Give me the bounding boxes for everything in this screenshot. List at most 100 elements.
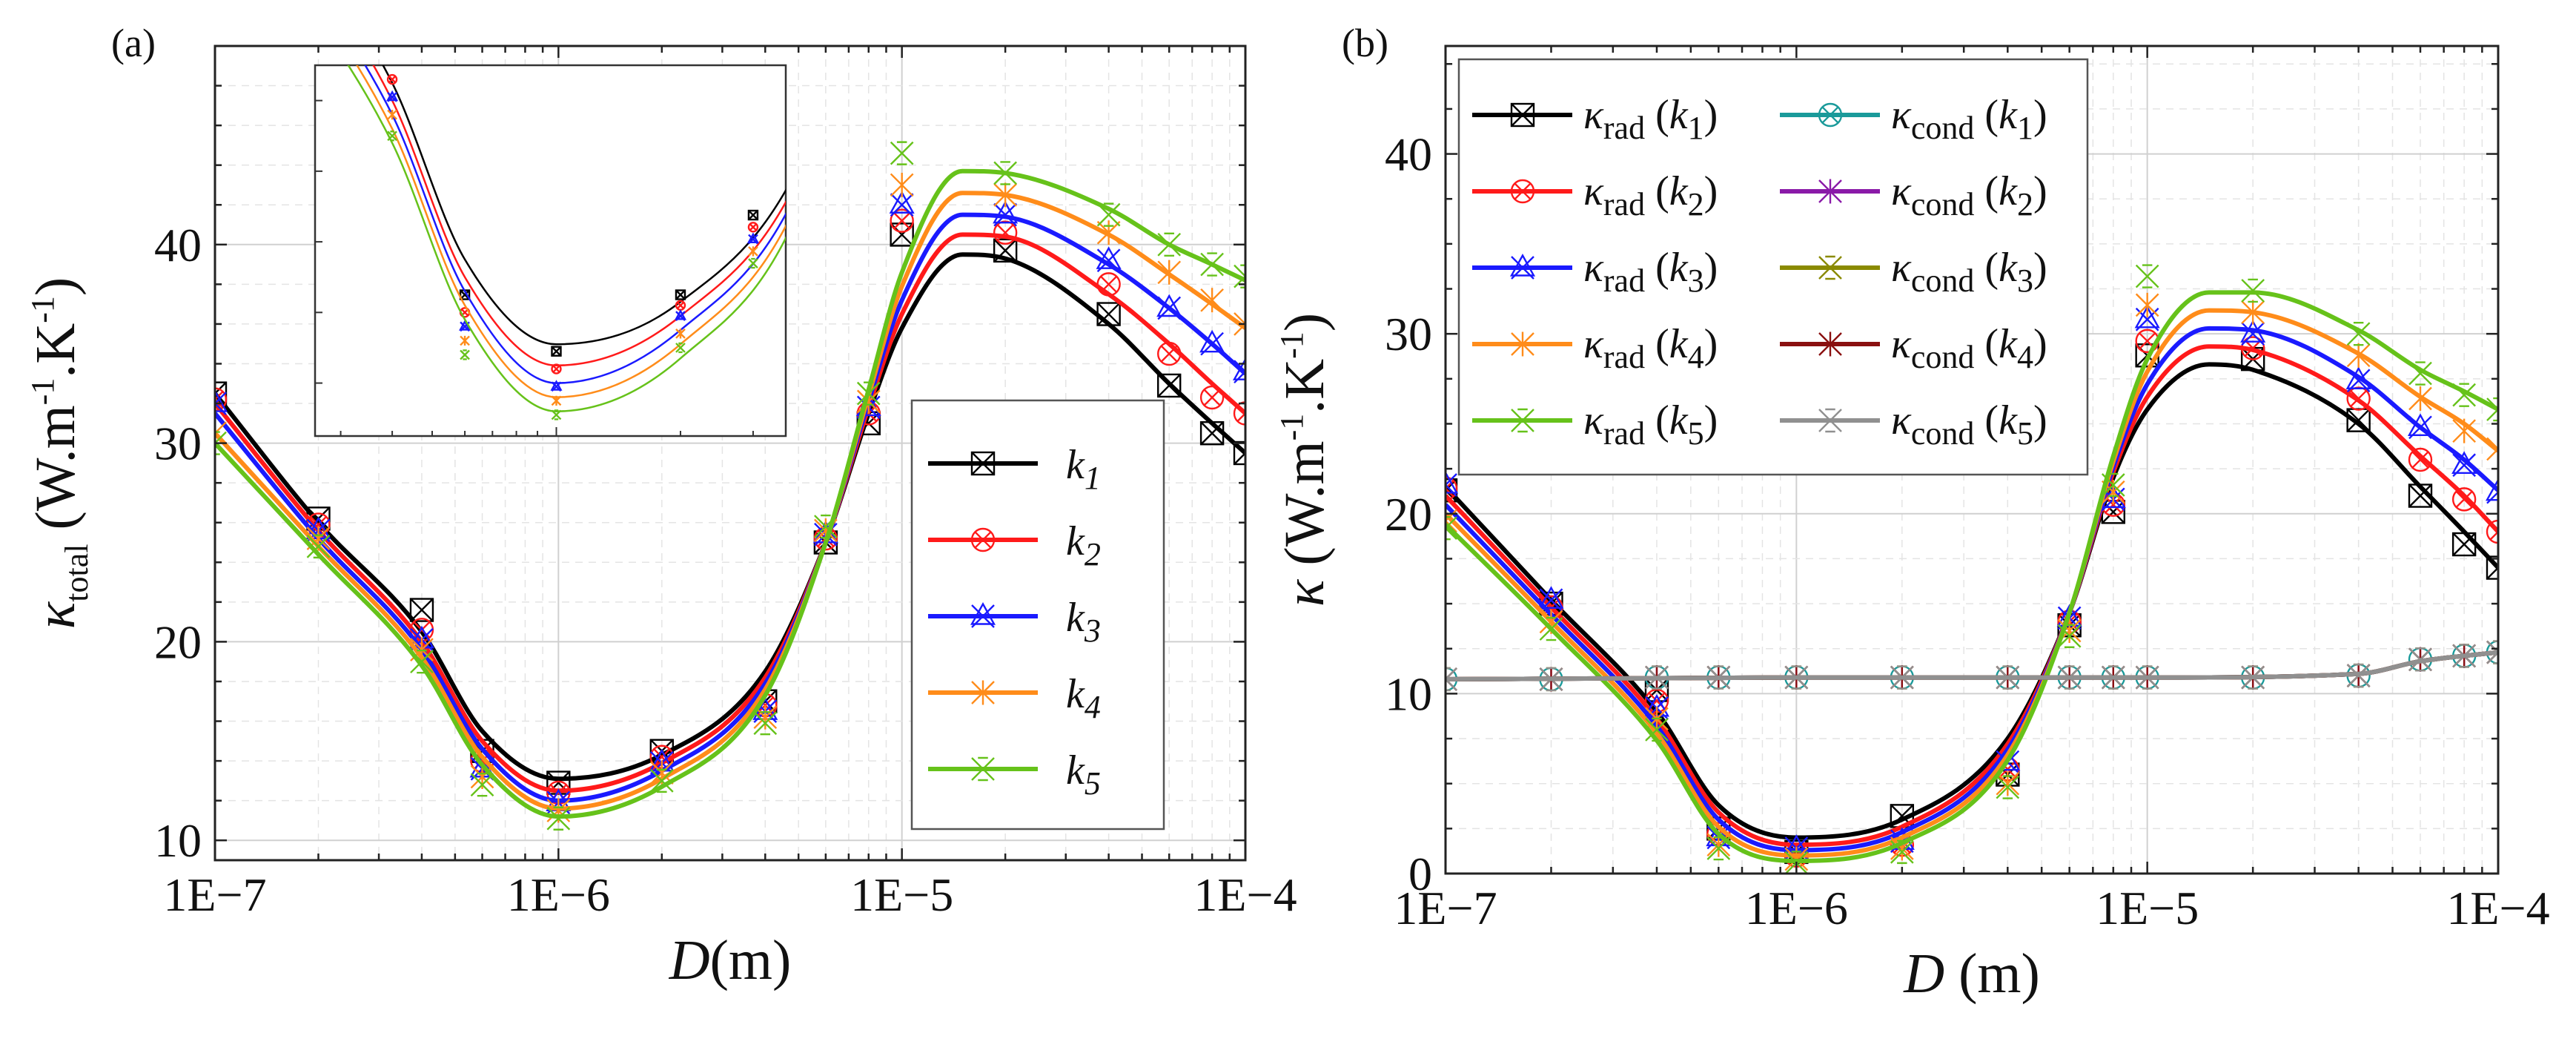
plot-area xyxy=(1446,264,2498,874)
legend-paren-close: ) xyxy=(2033,245,2047,291)
legend-label-index: 5 xyxy=(1085,765,1101,802)
data-point xyxy=(890,208,914,233)
legend-index: 2 xyxy=(2017,186,2033,222)
marker-double-cross xyxy=(1511,408,1534,433)
marker-double-cross xyxy=(2135,264,2159,288)
marker-cross xyxy=(1446,473,1457,497)
legend-item-k3: k3 xyxy=(928,595,1101,649)
marker-cross xyxy=(993,202,1017,227)
marker-asterisk xyxy=(675,329,686,339)
marker-square xyxy=(409,598,434,622)
legend-label-letter: k xyxy=(1066,518,1085,564)
marker-cross xyxy=(215,381,227,406)
marker-asterisk xyxy=(215,420,227,446)
data-point xyxy=(2346,663,2371,688)
inset-data-point xyxy=(386,73,398,85)
legend-marker xyxy=(1818,102,1843,128)
panel-label: (a) xyxy=(111,21,156,65)
marker-cross xyxy=(2241,322,2265,346)
marker-double-cross xyxy=(971,756,995,782)
marker-triangle xyxy=(386,90,399,102)
legend-label: k3 xyxy=(1066,595,1101,649)
marker-cross xyxy=(1203,389,1221,406)
legend-kappa: κ xyxy=(1583,245,1604,291)
marker-double-cross xyxy=(1200,252,1224,277)
legend-label: κrad (k1) xyxy=(1583,92,1718,146)
inset-data-point xyxy=(387,131,397,142)
marker-asterisk xyxy=(1157,260,1182,285)
marker-cross xyxy=(551,346,562,357)
marker-double-cross xyxy=(2241,665,2265,690)
marker-double-cross xyxy=(1539,667,1563,692)
marker-asterisk xyxy=(460,335,470,346)
data-point xyxy=(1446,470,1459,497)
legend-item-κrad (k3): κrad (k3) xyxy=(1472,245,1718,299)
legend-subscript: cond xyxy=(1911,339,1975,375)
inset-data-point xyxy=(675,289,686,300)
marker-cross xyxy=(1514,182,1532,200)
legend-kappa: κ xyxy=(1583,321,1604,367)
panel-label: (b) xyxy=(1342,21,1388,65)
marker-square xyxy=(675,289,686,300)
marker-cross xyxy=(2486,480,2498,504)
data-point xyxy=(546,806,571,831)
inset-data-point xyxy=(388,39,397,48)
legend-k: k xyxy=(1999,397,2018,443)
data-point xyxy=(2135,665,2159,690)
data-point xyxy=(1706,665,1731,690)
data-point xyxy=(2408,647,2432,672)
marker-double-cross xyxy=(1818,255,1842,280)
marker-double-cross xyxy=(551,409,562,420)
legend-marker xyxy=(970,451,996,476)
marker-asterisk xyxy=(1818,331,1842,357)
data-point xyxy=(2241,665,2265,690)
marker-square xyxy=(1233,440,1245,466)
inset-data-point xyxy=(551,346,562,357)
marker-square xyxy=(1157,373,1182,398)
marker-asterisk xyxy=(971,680,995,705)
marker-asterisk xyxy=(1096,220,1121,245)
legend-paren-close: ) xyxy=(2033,397,2047,443)
legend-paren: ( xyxy=(1974,245,1999,291)
y-axis-title-unit: .K xyxy=(1274,359,1336,414)
marker-cross xyxy=(2244,339,2262,357)
marker-cross xyxy=(1096,248,1121,273)
y-axis-title-unit: .K xyxy=(24,323,87,378)
marker-circle xyxy=(386,73,398,85)
y-axis-title-subscript: total xyxy=(59,544,95,602)
inset-data-point xyxy=(550,380,563,392)
data-point xyxy=(2345,366,2371,393)
data-point xyxy=(1096,220,1121,245)
chart-panel-a: 1E−7 1E−6 1E−5 1E−4 10 20 30 40 (a) D(m) κtotal (W… xyxy=(24,21,1297,991)
inset-data-point xyxy=(747,222,759,233)
data-point xyxy=(1234,311,1245,337)
legend-paren-close: ) xyxy=(2033,92,2047,138)
data-point xyxy=(1096,302,1121,326)
series-line xyxy=(1446,290,2498,864)
y-tick-label: 10 xyxy=(1385,667,1432,720)
marker-circle xyxy=(747,222,759,233)
marker-square xyxy=(1510,102,1535,128)
marker-cross xyxy=(2452,532,2476,556)
marker-circle xyxy=(890,208,914,233)
legend-index: 4 xyxy=(2017,339,2033,375)
marker-cross xyxy=(1539,588,1563,613)
marker-cross xyxy=(971,604,995,628)
marker-cross xyxy=(1236,404,1245,423)
legend-item-k2: k2 xyxy=(928,518,1101,572)
data-point xyxy=(470,773,494,797)
marker-double-cross xyxy=(1539,616,1563,641)
marker-double-cross xyxy=(2057,665,2082,690)
data-point xyxy=(2101,472,2125,498)
legend-label-index: 4 xyxy=(1085,689,1101,725)
marker-triangle xyxy=(1199,329,1225,353)
legend-subscript: rad xyxy=(1603,110,1645,146)
data-point xyxy=(2451,487,2477,512)
data-point xyxy=(2408,361,2432,386)
marker-triangle xyxy=(2451,451,2477,474)
marker-square xyxy=(2486,555,2498,580)
data-point xyxy=(1096,272,1121,297)
marker-double-cross xyxy=(1706,836,1731,861)
marker-circle xyxy=(1818,102,1843,128)
inset-data-point xyxy=(748,245,758,257)
